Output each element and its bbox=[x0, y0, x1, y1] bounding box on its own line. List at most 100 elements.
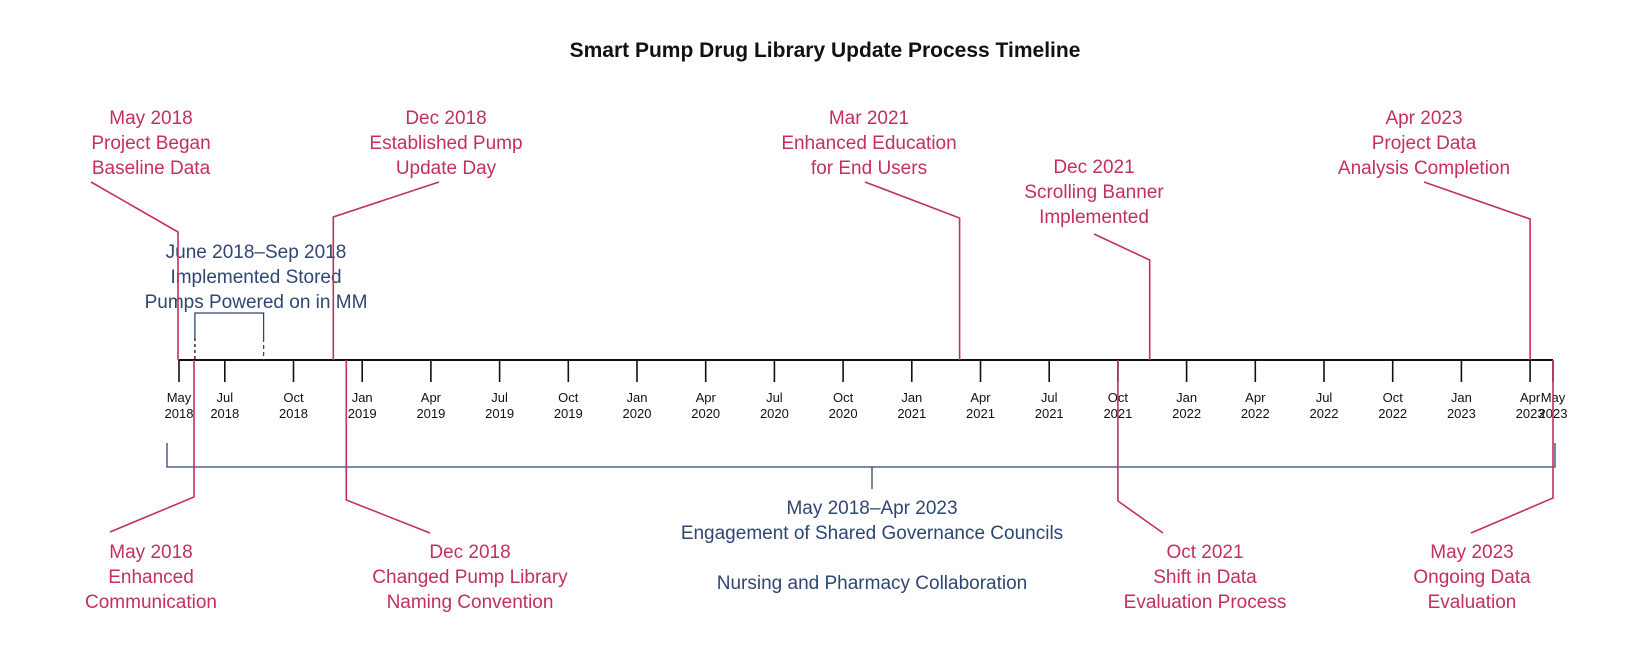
event-label: Dec 2018 Established Pump Update Day bbox=[369, 108, 522, 179]
event-label: Apr 2023 Project Data Analysis Completion bbox=[1338, 108, 1510, 179]
tick-label-year: 2019 bbox=[485, 406, 514, 421]
tick-label-month: Jan bbox=[1451, 390, 1472, 405]
tick-label-month: Apr bbox=[1245, 390, 1266, 405]
tick-label-month: Oct bbox=[1383, 390, 1404, 405]
span-label: May 2018–Apr 2023 Engagement of Shared Go… bbox=[681, 498, 1063, 594]
event-label-line: Implemented bbox=[1039, 207, 1149, 228]
tick-label-month: Jan bbox=[627, 390, 648, 405]
event-enhanced-communication: May 2018 Enhanced Communication bbox=[85, 360, 217, 613]
event-leader bbox=[109, 360, 195, 533]
event-label-line: Scrolling Banner bbox=[1024, 182, 1164, 203]
tick-label-year: 2022 bbox=[1310, 406, 1339, 421]
tick-label-month: Jul bbox=[1041, 390, 1058, 405]
tick-label-month: Oct bbox=[558, 390, 579, 405]
event-leader bbox=[332, 181, 440, 360]
event-label-line: Enhanced bbox=[108, 567, 194, 588]
tick-label-month: Apr bbox=[421, 390, 442, 405]
event-label-line: Update Day bbox=[396, 158, 497, 179]
event-label: May 2018 Enhanced Communication bbox=[85, 542, 217, 613]
event-label-line: Evaluation Process bbox=[1124, 592, 1287, 613]
span-label-line: Pumps Powered on in MM bbox=[145, 292, 368, 313]
event-label-line: Communication bbox=[85, 592, 217, 613]
tick-label-year: 2019 bbox=[416, 406, 445, 421]
event-leader bbox=[1423, 181, 1531, 360]
tick-label-month: Jan bbox=[901, 390, 922, 405]
event-label-line: Established Pump bbox=[369, 133, 522, 154]
span-stored-pumps: June 2018–Sep 2018 Implemented Stored Pump… bbox=[145, 242, 368, 360]
tick-label-month: Apr bbox=[1520, 390, 1541, 405]
tick-label-year: 2018 bbox=[210, 406, 239, 421]
tick-label-year: 2021 bbox=[1035, 406, 1064, 421]
event-data-evaluation-shift: Oct 2021 Shift in Data Evaluation Process bbox=[1117, 360, 1287, 613]
event-leader bbox=[1117, 360, 1164, 534]
event-label-line: Dec 2021 bbox=[1053, 157, 1134, 178]
event-data-analysis-completion: Apr 2023 Project Data Analysis Completion bbox=[1338, 108, 1531, 360]
event-project-began: May 2018 Project Began Baseline Data bbox=[90, 108, 211, 360]
event-label-line: Baseline Data bbox=[92, 158, 211, 179]
event-label: May 2023 Ongoing Data Evaluation bbox=[1413, 542, 1531, 613]
event-label-line: Mar 2021 bbox=[829, 108, 909, 129]
event-label: Dec 2018 Changed Pump Library Naming Conve… bbox=[372, 542, 568, 613]
tick-label-month: Apr bbox=[970, 390, 991, 405]
tick-label-year: 2021 bbox=[897, 406, 926, 421]
tick-label-year: 2023 bbox=[1516, 406, 1545, 421]
tick-label-year: 2019 bbox=[554, 406, 583, 421]
tick-label-year: 2019 bbox=[348, 406, 377, 421]
event-leader bbox=[1093, 233, 1151, 360]
event-label-line: Project Data bbox=[1372, 133, 1477, 154]
event-label-line: Analysis Completion bbox=[1338, 158, 1510, 179]
event-label: May 2018 Project Began Baseline Data bbox=[91, 108, 210, 179]
tick-label-month: Oct bbox=[833, 390, 854, 405]
event-label-line: Enhanced Education bbox=[781, 133, 956, 154]
event-label-line: Naming Convention bbox=[387, 592, 554, 613]
tick-label-month: Jan bbox=[1176, 390, 1197, 405]
event-label-line: May 2023 bbox=[1430, 542, 1513, 563]
event-label: Dec 2021 Scrolling Banner Implemented bbox=[1024, 157, 1164, 228]
timeline-events: May 2018 Project Began Baseline Data Dec 20… bbox=[85, 108, 1554, 613]
event-label-line: Shift in Data bbox=[1153, 567, 1257, 588]
event-label-line: Evaluation bbox=[1428, 592, 1517, 613]
tick-label-month: Jul bbox=[766, 390, 783, 405]
event-enhanced-education: Mar 2021 Enhanced Education for End Users bbox=[781, 108, 961, 360]
tick-label-year: 2020 bbox=[760, 406, 789, 421]
tick-label-year: 2021 bbox=[966, 406, 995, 421]
event-label-line: May 2018 bbox=[109, 108, 192, 129]
span-shared-governance: May 2018–Apr 2023 Engagement of Shared Go… bbox=[166, 443, 1556, 594]
span-bracket bbox=[194, 312, 265, 338]
span-bracket bbox=[166, 443, 1556, 468]
event-naming-convention: Dec 2018 Changed Pump Library Naming Conve… bbox=[345, 360, 568, 613]
span-label-line: June 2018–Sep 2018 bbox=[166, 242, 347, 263]
event-label-line: Changed Pump Library bbox=[372, 567, 568, 588]
event-label-line: for End Users bbox=[811, 158, 927, 179]
tick-label-month: Jul bbox=[1316, 390, 1333, 405]
event-leader bbox=[345, 360, 431, 534]
event-label-line: Dec 2018 bbox=[429, 542, 510, 563]
tick-label-year: 2018 bbox=[279, 406, 308, 421]
tick-label-month: Jul bbox=[216, 390, 233, 405]
span-label-line: Nursing and Pharmacy Collaboration bbox=[717, 573, 1028, 594]
event-label: Mar 2021 Enhanced Education for End Users bbox=[781, 108, 956, 179]
event-scrolling-banner: Dec 2021 Scrolling Banner Implemented bbox=[1024, 157, 1164, 360]
tick-label-year: 2018 bbox=[165, 406, 194, 421]
tick-label-year: 2020 bbox=[623, 406, 652, 421]
tick-label-month: Oct bbox=[283, 390, 304, 405]
tick-label-year: 2022 bbox=[1378, 406, 1407, 421]
event-label-line: Dec 2018 bbox=[405, 108, 486, 129]
timeline-axis: May2018Jul2018Oct2018Jan2019Apr2019Jul20… bbox=[165, 359, 1567, 421]
tick-label-month: Apr bbox=[696, 390, 717, 405]
event-leader bbox=[1470, 360, 1554, 534]
tick-label-year: 2020 bbox=[829, 406, 858, 421]
event-label-line: May 2018 bbox=[109, 542, 192, 563]
tick-label-month: May bbox=[167, 390, 192, 405]
tick-label-year: 2023 bbox=[1447, 406, 1476, 421]
event-label-line: Apr 2023 bbox=[1385, 108, 1462, 129]
span-label-line: May 2018–Apr 2023 bbox=[786, 498, 957, 519]
event-ongoing-evaluation: May 2023 Ongoing Data Evaluation bbox=[1413, 360, 1554, 613]
tick-label-year: 2022 bbox=[1241, 406, 1270, 421]
tick-label-year: 2020 bbox=[691, 406, 720, 421]
event-leader bbox=[864, 181, 961, 360]
event-label-line: Project Began bbox=[91, 133, 210, 154]
span-label-line: Engagement of Shared Governance Councils bbox=[681, 523, 1063, 544]
event-pump-update-day: Dec 2018 Established Pump Update Day bbox=[332, 108, 523, 360]
tick-label-month: Jan bbox=[352, 390, 373, 405]
